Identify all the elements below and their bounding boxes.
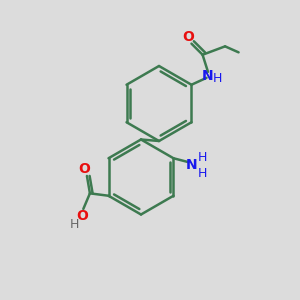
Text: H: H bbox=[213, 72, 223, 85]
Text: O: O bbox=[76, 208, 88, 223]
Text: N: N bbox=[186, 158, 197, 172]
Text: H: H bbox=[198, 151, 207, 164]
Text: O: O bbox=[78, 162, 90, 176]
Text: H: H bbox=[198, 167, 207, 180]
Text: H: H bbox=[70, 218, 80, 231]
Text: N: N bbox=[202, 69, 214, 83]
Text: O: O bbox=[182, 30, 194, 44]
